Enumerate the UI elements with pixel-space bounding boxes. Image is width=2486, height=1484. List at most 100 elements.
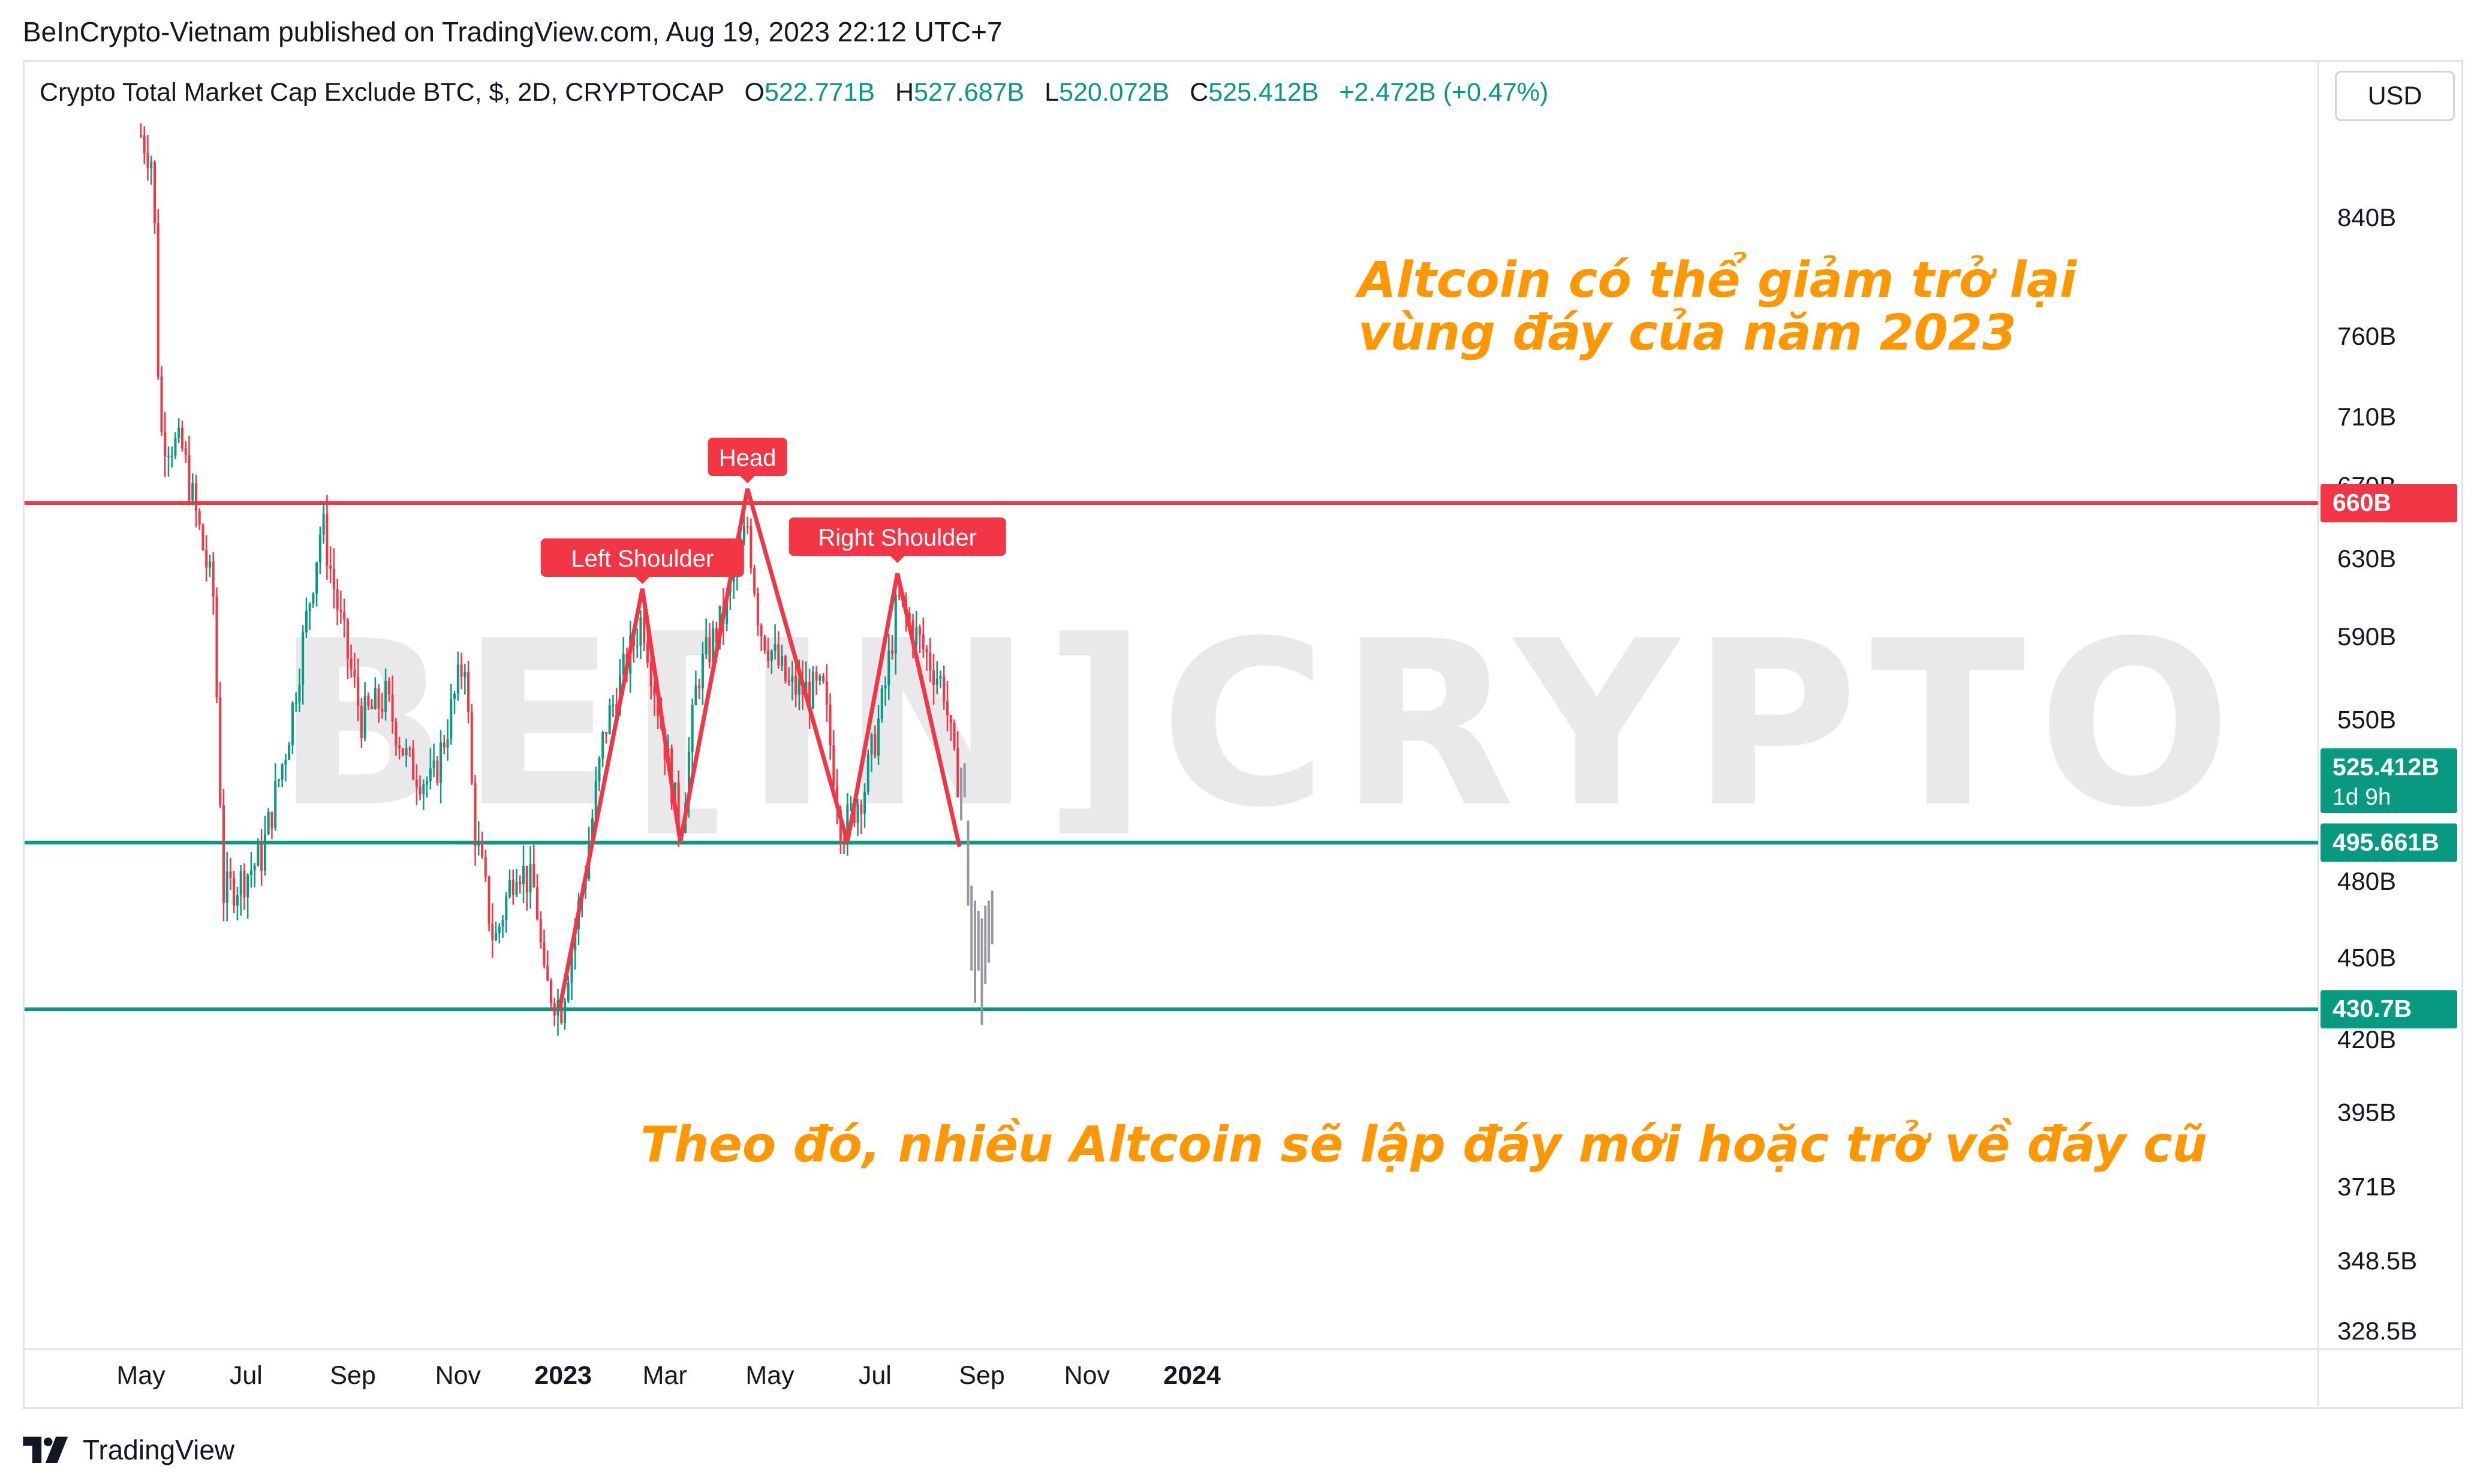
candle-body[interactable] <box>367 696 370 706</box>
candle-body[interactable] <box>208 561 211 568</box>
currency-button[interactable]: USD <box>2335 71 2455 121</box>
candle-body[interactable] <box>601 732 604 758</box>
candle-body[interactable] <box>222 805 225 903</box>
candle-body[interactable] <box>415 779 418 787</box>
candle-body[interactable] <box>198 511 201 525</box>
candle-body[interactable] <box>539 919 542 943</box>
candle-body[interactable] <box>281 764 284 780</box>
candle-body[interactable] <box>567 982 570 1001</box>
candle-body[interactable] <box>643 617 646 643</box>
candle-body[interactable] <box>412 748 415 780</box>
candle-body[interactable] <box>225 871 228 903</box>
candle-body[interactable] <box>477 841 480 846</box>
candle-body[interactable] <box>153 161 156 224</box>
candle-body[interactable] <box>708 637 711 663</box>
candle-body[interactable] <box>794 676 797 695</box>
candle-body[interactable] <box>956 748 959 797</box>
candle-body[interactable] <box>608 705 611 735</box>
candle-body[interactable] <box>570 950 573 983</box>
candle-body[interactable] <box>529 864 532 893</box>
candle-body[interactable] <box>298 684 301 703</box>
candle-body[interactable] <box>470 712 473 784</box>
candle-body[interactable] <box>484 857 487 877</box>
candle-body[interactable] <box>440 742 443 783</box>
candle-body[interactable] <box>246 875 249 898</box>
candle-body[interactable] <box>701 654 704 688</box>
tradingview-brand[interactable]: TradingView <box>23 1432 234 1468</box>
candle-body[interactable] <box>560 1000 563 1023</box>
candle-body[interactable] <box>339 610 342 612</box>
candle-body[interactable] <box>377 688 380 709</box>
candle-body[interactable] <box>443 742 446 748</box>
candle-body[interactable] <box>846 805 849 845</box>
candle-body[interactable] <box>818 676 821 681</box>
candle-body[interactable] <box>308 604 311 612</box>
price-badge[interactable] <box>2321 823 2457 862</box>
candle-body[interactable] <box>877 718 880 756</box>
candle-body[interactable] <box>732 574 735 582</box>
candle-body[interactable] <box>756 593 759 626</box>
candle-body[interactable] <box>694 685 697 705</box>
candle-body[interactable] <box>260 844 263 871</box>
candle-body[interactable] <box>532 864 535 887</box>
candle-body[interactable] <box>649 663 652 687</box>
candle-body[interactable] <box>453 693 456 699</box>
candle-body[interactable] <box>932 670 935 685</box>
candle-body[interactable] <box>935 678 938 685</box>
candle-body[interactable] <box>760 625 763 637</box>
candle-body[interactable] <box>598 758 601 782</box>
candle-body[interactable] <box>691 705 694 752</box>
candle-body[interactable] <box>753 568 756 594</box>
candle-body[interactable] <box>939 676 942 679</box>
price-badge[interactable] <box>2321 484 2457 523</box>
candle-body[interactable] <box>515 881 518 895</box>
candle-body[interactable] <box>284 760 287 765</box>
candle-body[interactable] <box>219 697 222 805</box>
candle-body[interactable] <box>866 754 869 792</box>
symbol-title[interactable]: Crypto Total Market Cap Exclude BTC, $, … <box>40 78 724 107</box>
candle-body[interactable] <box>205 550 208 568</box>
head-label-bg[interactable] <box>708 438 787 476</box>
candle-body[interactable] <box>291 703 294 745</box>
candle-body[interactable] <box>612 704 615 706</box>
candle-body[interactable] <box>825 681 828 705</box>
candle-body[interactable] <box>870 734 873 755</box>
candle-body[interactable] <box>501 920 504 927</box>
candle-body[interactable] <box>884 685 887 689</box>
candle-body[interactable] <box>887 650 890 685</box>
candle-body[interactable] <box>164 432 167 456</box>
candle-body[interactable] <box>677 782 680 834</box>
candle-body[interactable] <box>774 644 777 651</box>
candle-body[interactable] <box>894 595 897 654</box>
candle-body[interactable] <box>495 933 498 941</box>
left-shoulder-label-bg[interactable] <box>540 538 744 577</box>
candle-body[interactable] <box>139 135 143 137</box>
candle-body[interactable] <box>429 768 432 782</box>
candle-body[interactable] <box>305 611 308 633</box>
candle-body[interactable] <box>536 887 539 920</box>
candle-body[interactable] <box>249 870 252 875</box>
candle-body[interactable] <box>160 376 163 432</box>
candle-body[interactable] <box>229 871 232 878</box>
candle-body[interactable] <box>498 926 501 934</box>
candle-body[interactable] <box>233 878 236 906</box>
candle-body[interactable] <box>343 612 346 620</box>
candle-body[interactable] <box>481 841 484 857</box>
candle-body[interactable] <box>687 752 690 803</box>
candle-body[interactable] <box>519 881 522 884</box>
candle-body[interactable] <box>450 699 453 739</box>
candle-body[interactable] <box>363 696 366 738</box>
candle-body[interactable] <box>174 438 177 456</box>
candle-body[interactable] <box>212 561 215 597</box>
candle-body[interactable] <box>698 685 701 688</box>
candle-body[interactable] <box>167 455 170 457</box>
candle-body[interactable] <box>822 676 825 682</box>
candle-body[interactable] <box>277 779 280 781</box>
candle-body[interactable] <box>922 634 925 649</box>
candle-body[interactable] <box>808 682 811 708</box>
candle-body[interactable] <box>302 632 305 685</box>
candle-body[interactable] <box>194 483 197 511</box>
candle-body[interactable] <box>143 136 146 154</box>
candle-body[interactable] <box>784 656 787 681</box>
candle-body[interactable] <box>267 812 270 835</box>
